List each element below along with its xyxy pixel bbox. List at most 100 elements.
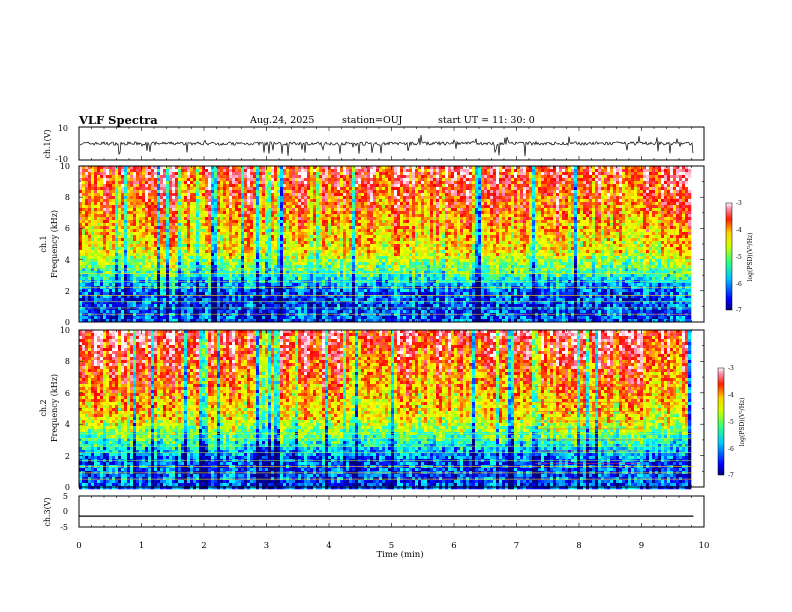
- spectrogram-cell: [160, 313, 164, 317]
- spectrogram-cell: [118, 178, 122, 182]
- spectrogram-cell: [313, 223, 317, 227]
- spectrogram-cell: [208, 232, 212, 236]
- spectrogram-cell: [82, 220, 86, 224]
- spectrogram-cell: [277, 253, 281, 257]
- spectrogram-cell: [118, 256, 122, 260]
- spectrogram-cell: [265, 292, 269, 296]
- spectrogram-cell: [172, 241, 176, 245]
- spectrogram-cell: [343, 241, 347, 245]
- spectrogram-cell: [217, 199, 221, 203]
- spectrogram-cell: [211, 187, 215, 191]
- spectrogram-cell: [226, 220, 230, 224]
- spectrogram-cell: [331, 250, 335, 254]
- spectrogram-cell: [130, 178, 134, 182]
- spectrogram-cell: [157, 214, 161, 218]
- spectrogram-cell: [211, 232, 215, 236]
- spectrogram-cell: [166, 235, 170, 239]
- spectrogram-cell: [271, 223, 275, 227]
- spectrogram-cell: [151, 295, 155, 299]
- spectrogram-cell: [277, 292, 281, 296]
- spectrogram-cell: [364, 256, 368, 260]
- spectrogram-cell: [175, 310, 179, 314]
- spectrogram-cell: [202, 181, 206, 185]
- spectrogram-cell: [178, 220, 182, 224]
- spectrogram-cell: [328, 223, 332, 227]
- spectrogram-cell: [154, 304, 158, 308]
- spectrogram-cell: [322, 178, 326, 182]
- spectrogram-cell: [100, 295, 104, 299]
- spectrogram-cell: [280, 304, 284, 308]
- spectrogram-cell: [232, 253, 236, 257]
- spectrogram-cell: [340, 247, 344, 251]
- spectrogram-cell: [136, 256, 140, 260]
- spectrogram-cell: [97, 316, 101, 320]
- spectrogram-cell: [157, 235, 161, 239]
- spectrogram-cell: [196, 262, 200, 266]
- spectrogram-cell: [331, 292, 335, 296]
- spectrogram-cell: [307, 250, 311, 254]
- spectrogram-cell: [208, 199, 212, 203]
- spectrogram-cell: [127, 205, 131, 209]
- spectrogram-cell: [283, 226, 287, 230]
- spectrogram-cell: [223, 181, 227, 185]
- spectrogram-cell: [253, 289, 257, 293]
- spectrogram-cell: [313, 211, 317, 215]
- spectrogram-cell: [151, 316, 155, 320]
- spectrogram-cell: [259, 289, 263, 293]
- spectrogram-cell: [250, 256, 254, 260]
- spectrogram-cell: [100, 190, 104, 194]
- spectrogram-cell: [175, 253, 179, 257]
- spectrogram-cell: [142, 199, 146, 203]
- spectrogram-cell: [352, 187, 356, 191]
- spectrogram-cell: [235, 223, 239, 227]
- spectrogram-cell: [163, 253, 167, 257]
- spectrogram-cell: [103, 202, 107, 206]
- spectrogram-cell: [280, 265, 284, 269]
- spectrogram-cell: [277, 298, 281, 302]
- spectrogram-cell: [349, 307, 353, 311]
- spectrogram-cell: [145, 190, 149, 194]
- spectrogram-cell: [79, 238, 83, 242]
- spectrogram-cell: [265, 223, 269, 227]
- spectrogram-cell: [259, 193, 263, 197]
- spectrogram-cell: [94, 304, 98, 308]
- spectrogram-cell: [283, 223, 287, 227]
- spectrogram-cell: [364, 277, 368, 281]
- spectrogram-cell: [163, 274, 167, 278]
- spectrogram-cell: [253, 274, 257, 278]
- spectrogram-cell: [190, 226, 194, 230]
- spectrogram-cell: [181, 319, 185, 323]
- spectrogram-cell: [220, 238, 224, 242]
- spectrogram-cell: [163, 223, 167, 227]
- spectrogram-cell: [328, 241, 332, 245]
- spectrogram-cell: [124, 202, 128, 206]
- spectrogram-cell: [151, 181, 155, 185]
- spectrogram-cell: [211, 208, 215, 212]
- spectrogram-cell: [196, 316, 200, 320]
- spectrogram-cell: [163, 184, 167, 188]
- spectrogram-cell: [115, 247, 119, 251]
- spectrogram-cell: [121, 247, 125, 251]
- spectrogram-cell: [271, 265, 275, 269]
- spectrogram-cell: [169, 187, 173, 191]
- spectrogram-cell: [112, 208, 116, 212]
- spectrogram-cell: [91, 256, 95, 260]
- spectrogram-cell: [226, 208, 230, 212]
- spectrogram-cell: [334, 307, 338, 311]
- spectrogram-cell: [196, 232, 200, 236]
- spectrogram-cell: [217, 319, 221, 323]
- spectrogram-cell: [238, 235, 242, 239]
- spectrogram-cell: [85, 295, 89, 299]
- spectrogram-cell: [292, 268, 296, 272]
- spectrogram-cell: [343, 295, 347, 299]
- spectrogram-cell: [199, 277, 203, 281]
- spectrogram-cell: [121, 307, 125, 311]
- spectrogram-cell: [355, 223, 359, 227]
- spectrogram-cell: [274, 241, 278, 245]
- spectrogram-cell: [265, 259, 269, 263]
- spectrogram-cell: [157, 226, 161, 230]
- spectrogram-cell: [247, 205, 251, 209]
- spectrogram-cell: [358, 262, 362, 266]
- spectrogram-cell: [304, 241, 308, 245]
- spectrogram-cell: [211, 268, 215, 272]
